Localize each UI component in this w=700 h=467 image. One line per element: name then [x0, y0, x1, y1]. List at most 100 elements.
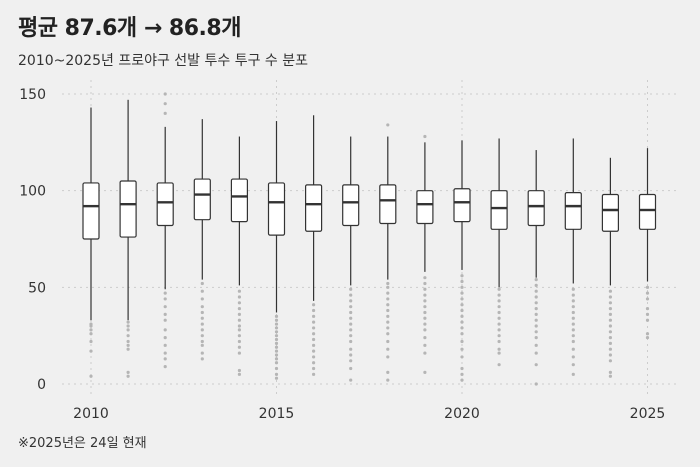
outlier-point — [534, 343, 538, 347]
outlier-point — [608, 341, 613, 345]
outlier-point — [460, 297, 464, 301]
outlier-point — [497, 293, 501, 297]
outlier-point — [534, 382, 538, 386]
outlier-point — [571, 299, 575, 303]
outlier-point — [571, 355, 575, 359]
outlier-point — [163, 312, 167, 316]
outlier-point — [460, 291, 464, 295]
iqr-box — [193, 178, 211, 221]
outlier-point — [312, 372, 316, 376]
outlier-point — [423, 370, 427, 374]
outlier-point — [608, 324, 613, 328]
outlier-point — [497, 299, 501, 303]
outlier-point — [274, 366, 279, 371]
outlier-point — [163, 92, 167, 96]
outlier-point — [200, 305, 204, 309]
outlier-point — [645, 336, 650, 340]
iqr-box — [342, 184, 360, 227]
outlier-point — [460, 347, 464, 351]
outlier-point — [237, 334, 241, 338]
outlier-point — [349, 334, 353, 338]
outlier-point — [608, 336, 613, 340]
outlier-point — [608, 353, 613, 357]
outlier-point — [497, 322, 501, 326]
outlier-point — [126, 339, 130, 344]
outlier-point — [349, 287, 353, 291]
outlier-point — [237, 328, 241, 332]
outlier-point — [274, 314, 279, 318]
outlier-point — [645, 318, 650, 322]
outlier-point — [608, 330, 613, 334]
outlier-point — [386, 291, 390, 295]
outlier-point — [534, 307, 538, 311]
outlier-point — [460, 314, 464, 318]
outlier-point — [274, 376, 279, 380]
outlier-point — [312, 343, 316, 347]
outlier-point — [386, 308, 390, 313]
outlier-point — [349, 310, 353, 315]
outlier-point — [571, 334, 575, 338]
outlier-point — [126, 343, 130, 347]
outlier-point — [460, 326, 464, 330]
outlier-point — [534, 336, 538, 340]
outlier-point — [126, 324, 130, 328]
iqr-box — [230, 178, 248, 223]
outlier-point — [534, 351, 538, 355]
outlier-point — [386, 303, 390, 307]
outlier-point — [274, 337, 279, 342]
outlier-point — [89, 322, 93, 326]
outlier-point — [497, 339, 501, 344]
box-2022 — [527, 150, 545, 386]
box-2017 — [342, 136, 360, 382]
outlier-point — [312, 326, 316, 330]
outlier-point — [460, 366, 464, 371]
box-2021 — [490, 138, 508, 367]
outlier-point — [89, 339, 93, 344]
outlier-point — [423, 305, 427, 309]
outlier-point — [386, 285, 390, 289]
outlier-point — [349, 316, 353, 320]
outlier-point — [497, 347, 501, 351]
outlier-point — [608, 318, 613, 322]
outlier-point — [423, 343, 427, 347]
box-2013 — [193, 119, 211, 361]
outlier-point — [608, 295, 613, 299]
outlier-point — [163, 357, 167, 361]
outlier-point — [163, 305, 167, 309]
outlier-point — [89, 332, 93, 336]
outlier-point — [349, 299, 353, 303]
outlier-point — [237, 339, 241, 344]
outlier-point — [349, 378, 353, 382]
outlier-point — [274, 318, 279, 322]
outlier-point — [497, 363, 501, 367]
outlier-point — [274, 330, 279, 334]
outlier-point — [386, 355, 390, 359]
outlier-point — [423, 293, 427, 297]
outlier-point — [534, 295, 538, 299]
outlier-point — [423, 276, 427, 280]
outlier-point — [89, 328, 93, 332]
outlier-point — [571, 287, 575, 291]
outlier-point — [163, 336, 167, 340]
outlier-point — [163, 343, 167, 347]
outlier-point — [126, 374, 130, 378]
outlier-point — [534, 283, 538, 287]
outlier-point — [460, 372, 464, 376]
chart-subtitle: 2010~2025년 프로야구 선발 투수 투구 수 분포 — [18, 53, 309, 69]
box-2014 — [230, 136, 248, 376]
iqr-box — [638, 193, 657, 230]
outlier-point — [497, 328, 501, 332]
outlier-point — [386, 370, 390, 374]
outlier-point — [200, 281, 204, 286]
outlier-point — [237, 372, 241, 376]
outlier-point — [608, 347, 613, 351]
y-tick-label: 150 — [19, 87, 46, 103]
outlier-point — [645, 332, 650, 336]
outlier-point — [497, 316, 501, 320]
outlier-point — [312, 361, 316, 365]
outlier-point — [349, 366, 353, 371]
outlier-point — [460, 285, 464, 289]
outlier-point — [274, 349, 279, 353]
outlier-point — [645, 312, 650, 316]
y-tick-label: 0 — [37, 377, 46, 393]
